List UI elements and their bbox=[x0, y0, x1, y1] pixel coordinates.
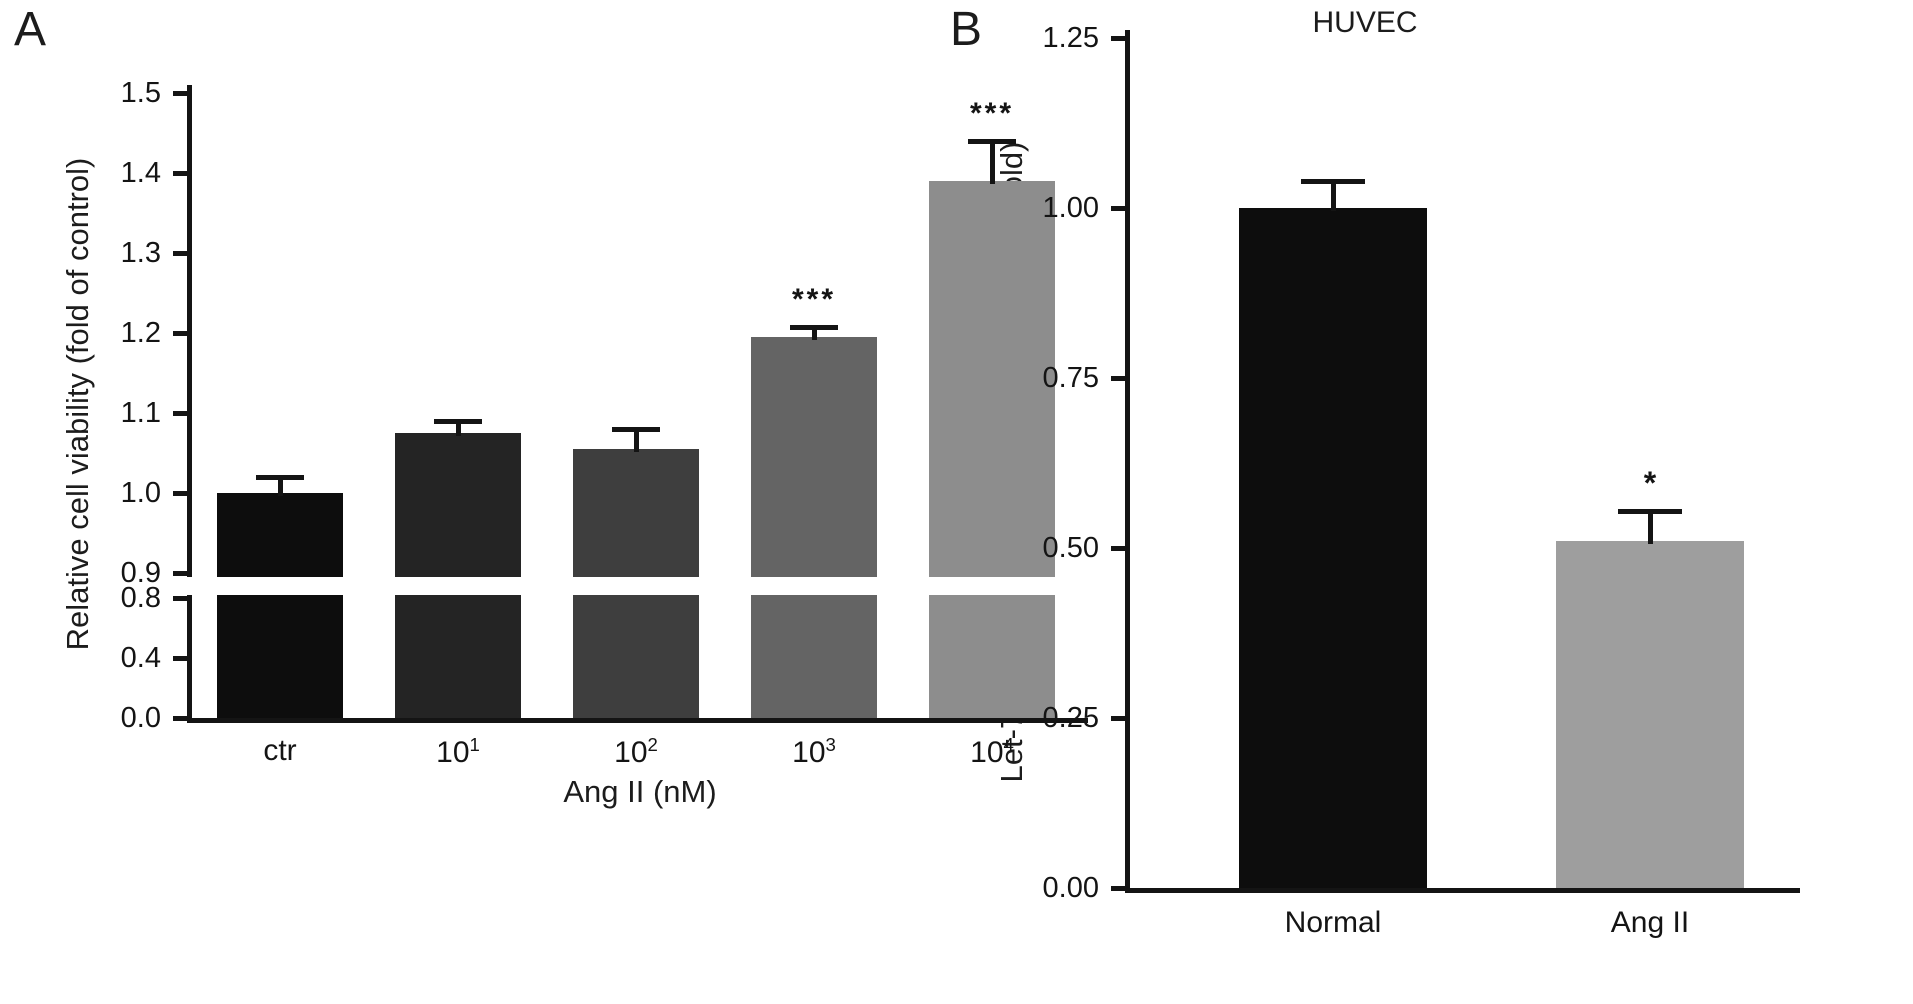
error-bar-stem bbox=[634, 429, 639, 452]
y-tick-label: 1.0 bbox=[120, 477, 161, 509]
error-bar-cap bbox=[790, 325, 838, 331]
x-tick-label: 104 bbox=[970, 734, 1014, 769]
error-bar-cap bbox=[612, 427, 660, 432]
bar bbox=[1239, 208, 1427, 888]
y-tick-label: 0.4 bbox=[120, 642, 161, 674]
error-bar-cap bbox=[256, 475, 304, 480]
y-tick bbox=[1111, 716, 1125, 721]
y-tick bbox=[173, 411, 187, 416]
bar bbox=[395, 433, 521, 718]
error-bar-stem bbox=[1648, 510, 1653, 545]
error-bar-cap bbox=[968, 139, 1016, 144]
error-bar-stem bbox=[1331, 180, 1336, 211]
y-tick-label: 1.3 bbox=[120, 237, 161, 269]
y-tick bbox=[1111, 36, 1125, 41]
y-axis-line bbox=[187, 85, 192, 723]
error-bar-stem bbox=[456, 421, 461, 436]
y-tick bbox=[1111, 546, 1125, 551]
y-tick bbox=[173, 491, 187, 496]
y-tick-label: 0.8 bbox=[120, 582, 161, 614]
y-tick-label: 1.4 bbox=[120, 157, 161, 189]
error-bar-cap bbox=[434, 419, 482, 424]
y-tick bbox=[173, 596, 187, 601]
y-tick bbox=[173, 331, 187, 336]
panel-a-x-axis-title: Ang II (nM) bbox=[563, 774, 717, 809]
y-tick-label: 1.00 bbox=[1042, 192, 1099, 224]
bar bbox=[217, 493, 343, 718]
y-tick bbox=[1111, 886, 1125, 891]
y-tick-label: 0.9 bbox=[120, 557, 161, 589]
y-tick-label: 1.1 bbox=[120, 397, 161, 429]
panel-b-label: B bbox=[950, 3, 983, 56]
y-tick-label: 0.75 bbox=[1042, 362, 1099, 394]
x-tick-label: Ang II bbox=[1610, 906, 1690, 939]
y-tick bbox=[173, 656, 187, 661]
x-axis-line bbox=[1125, 888, 1800, 893]
y-tick bbox=[1111, 376, 1125, 381]
bar bbox=[1556, 541, 1744, 888]
bar bbox=[751, 337, 877, 718]
error-bar-stem bbox=[990, 141, 995, 184]
significance-label: * bbox=[1643, 464, 1657, 501]
significance-label: *** bbox=[969, 97, 1015, 130]
x-tick-label: 101 bbox=[436, 734, 480, 769]
error-bar-stem bbox=[278, 477, 283, 496]
y-tick-label: 1.5 bbox=[120, 77, 161, 109]
y-tick-label: 0.25 bbox=[1042, 702, 1099, 734]
y-tick bbox=[1111, 206, 1125, 211]
error-bar-stem bbox=[812, 327, 817, 340]
y-tick bbox=[173, 571, 187, 576]
y-tick bbox=[173, 171, 187, 176]
panel-b-title: HUVEC bbox=[1312, 6, 1418, 39]
y-tick-label: 0.00 bbox=[1042, 872, 1099, 904]
panel-a-label: A bbox=[14, 3, 47, 56]
x-tick-label: ctr bbox=[263, 734, 297, 767]
y-tick bbox=[173, 716, 187, 721]
y-tick bbox=[173, 251, 187, 256]
y-tick-label: 1.25 bbox=[1042, 22, 1099, 54]
axis-break-band bbox=[184, 577, 1088, 595]
x-axis-line bbox=[187, 718, 1088, 723]
error-bar-cap bbox=[1618, 508, 1682, 514]
x-tick-label: 102 bbox=[614, 734, 658, 769]
y-tick bbox=[173, 91, 187, 96]
x-tick-label: Normal bbox=[1284, 906, 1382, 939]
y-tick-label: 1.2 bbox=[120, 317, 161, 349]
bar bbox=[929, 181, 1055, 718]
x-tick-label: 103 bbox=[792, 734, 836, 769]
y-tick-label: 0.0 bbox=[120, 702, 161, 734]
y-tick-label: 0.50 bbox=[1042, 532, 1099, 564]
significance-label: *** bbox=[791, 283, 837, 317]
error-bar-cap bbox=[1301, 178, 1365, 184]
y-axis-line bbox=[1125, 30, 1130, 893]
